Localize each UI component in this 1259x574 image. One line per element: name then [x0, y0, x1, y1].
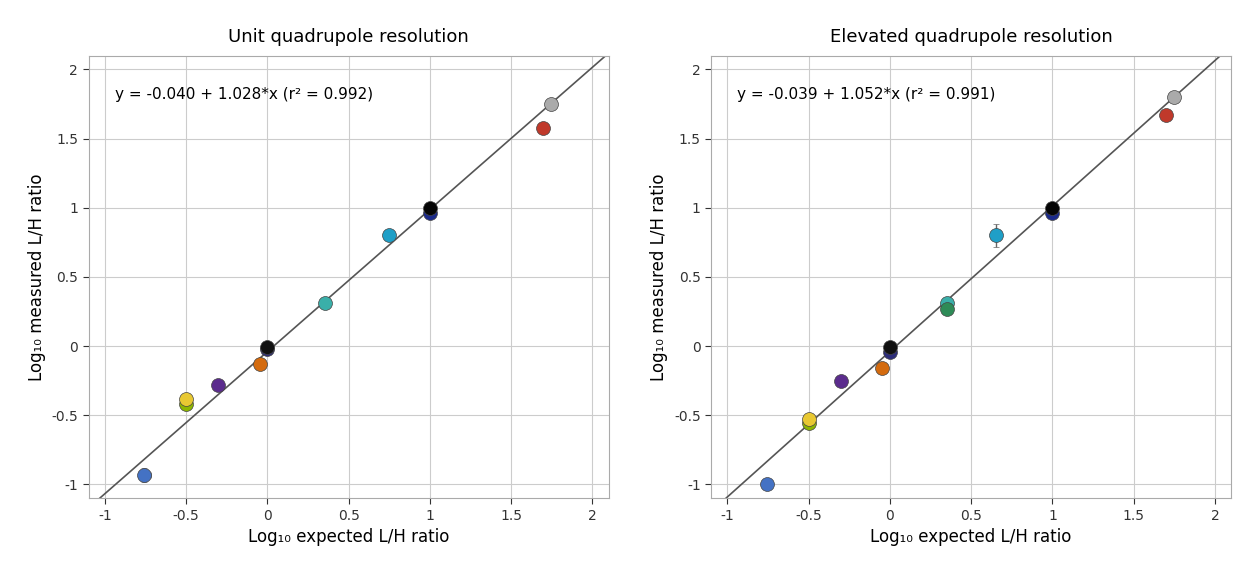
X-axis label: Log₁₀ expected L/H ratio: Log₁₀ expected L/H ratio	[248, 528, 449, 546]
Text: y = -0.040 + 1.028*x (r² = 0.992): y = -0.040 + 1.028*x (r² = 0.992)	[115, 87, 373, 102]
X-axis label: Log₁₀ expected L/H ratio: Log₁₀ expected L/H ratio	[870, 528, 1071, 546]
Y-axis label: Log₁₀ measured L/H ratio: Log₁₀ measured L/H ratio	[651, 173, 669, 381]
Text: y = -0.039 + 1.052*x (r² = 0.991): y = -0.039 + 1.052*x (r² = 0.991)	[737, 87, 996, 102]
Title: Elevated quadrupole resolution: Elevated quadrupole resolution	[830, 28, 1113, 46]
Y-axis label: Log₁₀ measured L/H ratio: Log₁₀ measured L/H ratio	[28, 173, 45, 381]
Title: Unit quadrupole resolution: Unit quadrupole resolution	[228, 28, 468, 46]
